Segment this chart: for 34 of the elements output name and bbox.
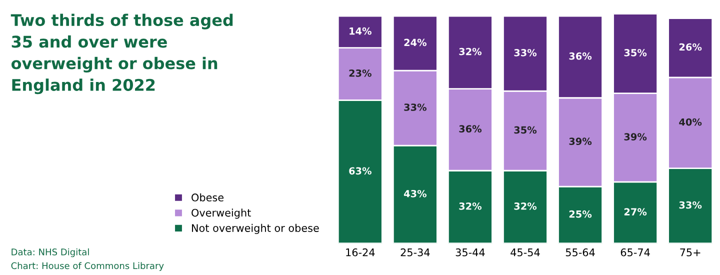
data-label: 23% xyxy=(349,69,372,77)
data-label: 63% xyxy=(349,167,372,175)
data-label: 40% xyxy=(679,118,702,126)
data-label: 35% xyxy=(624,49,647,56)
x-tick-label: 25-34 xyxy=(400,248,430,256)
data-label: 39% xyxy=(624,133,647,140)
data-label: 36% xyxy=(569,52,592,60)
legend-label: Not overweight or obese xyxy=(192,224,319,234)
data-label: 24% xyxy=(404,38,427,46)
x-tick-label: 75+ xyxy=(680,248,700,256)
x-tick-label: 55-64 xyxy=(566,248,595,256)
data-label: 25% xyxy=(569,210,592,218)
data-label: 33% xyxy=(404,104,427,111)
data-label: 26% xyxy=(679,43,702,51)
data-label: 39% xyxy=(569,138,592,146)
data-label: 27% xyxy=(624,208,647,216)
data-label: 43% xyxy=(404,190,427,198)
x-tick-label: 65-74 xyxy=(620,248,650,256)
data-label: 35% xyxy=(514,126,537,134)
data-label: 33% xyxy=(514,49,537,56)
x-tick-label: 35-44 xyxy=(456,248,485,256)
data-label: 36% xyxy=(459,125,482,133)
data-label: 32% xyxy=(459,202,482,210)
data-label: 14% xyxy=(350,27,372,35)
text: Two thirds of those aged 35 and over were overweight or obese in England in 2022 xyxy=(10,14,233,94)
legend-label: Obese xyxy=(192,193,224,202)
data-label: 32% xyxy=(514,202,537,210)
data-label: 32% xyxy=(459,48,482,56)
x-tick-label: 16-24 xyxy=(346,248,375,256)
data-label: 33% xyxy=(679,201,702,209)
legend-label: Overweight xyxy=(192,208,251,219)
x-tick-label: 45-54 xyxy=(510,248,540,256)
text: Chart: House of Commons Library xyxy=(11,262,164,271)
text: Data: NHS Digital xyxy=(12,248,89,258)
